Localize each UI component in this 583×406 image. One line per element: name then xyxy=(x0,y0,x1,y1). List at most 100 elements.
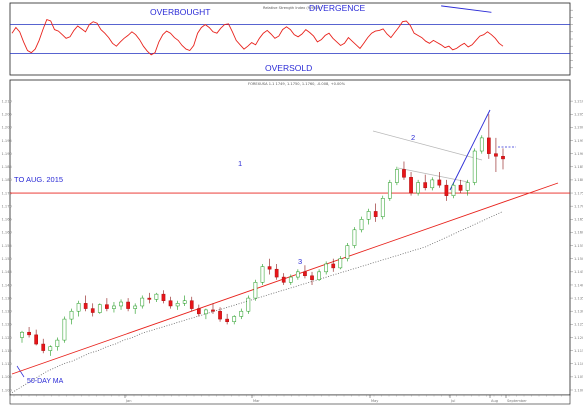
price-tick-label: 1.125 xyxy=(574,323,583,327)
horizontal-level-label: TO AUG. 2015 xyxy=(14,175,63,184)
price-tick-label: 1.145 xyxy=(574,270,583,274)
price-tick-label-left: 1.100 xyxy=(2,388,13,392)
candle-body-up xyxy=(246,297,251,312)
candle-body-up xyxy=(472,150,477,183)
price-tick-label-left: 1.150 xyxy=(2,257,13,261)
candle-body-down xyxy=(189,300,194,309)
candle-body-up xyxy=(20,331,24,338)
candle-body-up xyxy=(359,219,364,231)
candle-body-up xyxy=(296,271,300,278)
ma-label: 50-DAY MA xyxy=(27,378,64,385)
candle-body-down xyxy=(458,184,463,191)
price-tick-label-left: 1.160 xyxy=(2,231,13,235)
candle-body-up xyxy=(366,211,371,220)
candle-body-up xyxy=(479,137,484,152)
candle-body-down xyxy=(267,266,272,270)
candle-body-down xyxy=(147,297,152,300)
price-tick-label-left: 1.125 xyxy=(2,323,12,327)
candle-body-down xyxy=(168,300,173,307)
candle-body-down xyxy=(437,179,442,186)
price-tick-label: 1.170 xyxy=(574,204,583,208)
price-tick-label: 1.140 xyxy=(574,283,583,287)
price-tick-label-left: 1.200 xyxy=(2,126,13,130)
candle-body-up xyxy=(204,309,208,315)
candle-body-up xyxy=(345,245,350,259)
candle-body-up xyxy=(352,229,357,246)
ma-series-line xyxy=(11,211,504,393)
price-tick-label: 1.135 xyxy=(574,296,583,300)
candle-body-down xyxy=(27,331,31,336)
divergence-group xyxy=(441,5,492,13)
candle-body-down xyxy=(211,309,215,312)
candle-body-up xyxy=(69,310,74,320)
candle-body-down xyxy=(303,271,307,277)
price-tick-label: 1.120 xyxy=(574,336,583,340)
price-axis-ticks: 1.210 1.210 1.205 1.205 1.200 1.200 1.195 1.195… xyxy=(2,99,583,392)
price-tick-label-left: 1.195 xyxy=(2,139,12,143)
price-tick-label: 1.105 xyxy=(574,375,583,379)
time-label: May xyxy=(371,399,379,403)
candle-body-up xyxy=(62,318,67,341)
candle-body-down xyxy=(373,211,378,217)
candle-body-down xyxy=(331,263,336,269)
candle-body-down xyxy=(501,156,505,160)
candle-body-up xyxy=(465,182,470,191)
candle-body-up xyxy=(239,310,244,317)
price-tick-label: 1.190 xyxy=(574,152,583,156)
price-tick-label: 1.210 xyxy=(574,99,583,103)
rsi-guide-lines xyxy=(10,9,573,69)
candle-body-up xyxy=(119,301,123,307)
candle-body-down xyxy=(196,308,201,315)
price-tick-label: 1.160 xyxy=(574,231,583,235)
candle-body-down xyxy=(494,153,498,157)
price-tick-label: 1.150 xyxy=(574,257,583,261)
price-tick-label-left: 1.165 xyxy=(2,218,12,222)
candle-body-up xyxy=(154,293,159,300)
candle-body-down xyxy=(126,301,130,309)
price-panel-frame xyxy=(9,79,571,396)
candle-body-down xyxy=(90,308,95,313)
wedge-lower-line xyxy=(397,167,469,183)
price-tick-label-left: 1.140 xyxy=(2,283,13,287)
time-label: Aug xyxy=(491,399,498,403)
time-label: Jul xyxy=(450,399,455,403)
candle-body-down xyxy=(423,182,428,189)
candle-body-down xyxy=(444,184,449,196)
price-tick-label: 1.100 xyxy=(574,388,583,392)
price-tick-label-left: 1.105 xyxy=(2,375,12,379)
candle-body-up xyxy=(48,346,53,351)
time-axis-group: Jan Mar May Jul Aug September xyxy=(13,395,562,403)
overbought-label: OVERBOUGHT xyxy=(150,7,210,17)
price-tick-label-left: 1.210 xyxy=(2,99,13,103)
price-tick-label-left: 1.155 xyxy=(2,244,12,248)
candle-body-down xyxy=(409,177,413,194)
candle-body-up xyxy=(338,258,343,269)
rsi-series-line xyxy=(11,19,504,56)
price-tick-label: 1.130 xyxy=(574,310,583,314)
price-tick-label-left: 1.130 xyxy=(2,310,13,314)
price-tick-label: 1.155 xyxy=(574,244,583,248)
price-tick-label: 1.110 xyxy=(574,362,583,366)
candle-body-down xyxy=(41,343,46,351)
breakout-line xyxy=(449,109,491,191)
candle-body-down xyxy=(218,310,222,320)
time-label: Jan xyxy=(125,399,132,403)
candle-body-down xyxy=(34,334,38,345)
candle-body-up xyxy=(387,182,392,199)
candles-group xyxy=(20,114,505,356)
candle-body-down xyxy=(281,276,286,283)
price-tick-label-left: 1.135 xyxy=(2,296,12,300)
candle-body-up xyxy=(324,263,329,273)
candle-body-up xyxy=(288,276,293,283)
candle-body-down xyxy=(402,169,406,178)
price-tick-label-left: 1.180 xyxy=(2,178,13,182)
price-tick-label: 1.205 xyxy=(574,113,583,117)
candle-body-up xyxy=(76,303,81,312)
candle-body-down xyxy=(487,137,491,154)
candle-body-down xyxy=(161,293,166,301)
price-tick-label-left: 1.185 xyxy=(2,165,12,169)
price-tick-label: 1.165 xyxy=(574,218,583,222)
annotation-3: 3 xyxy=(298,257,302,266)
